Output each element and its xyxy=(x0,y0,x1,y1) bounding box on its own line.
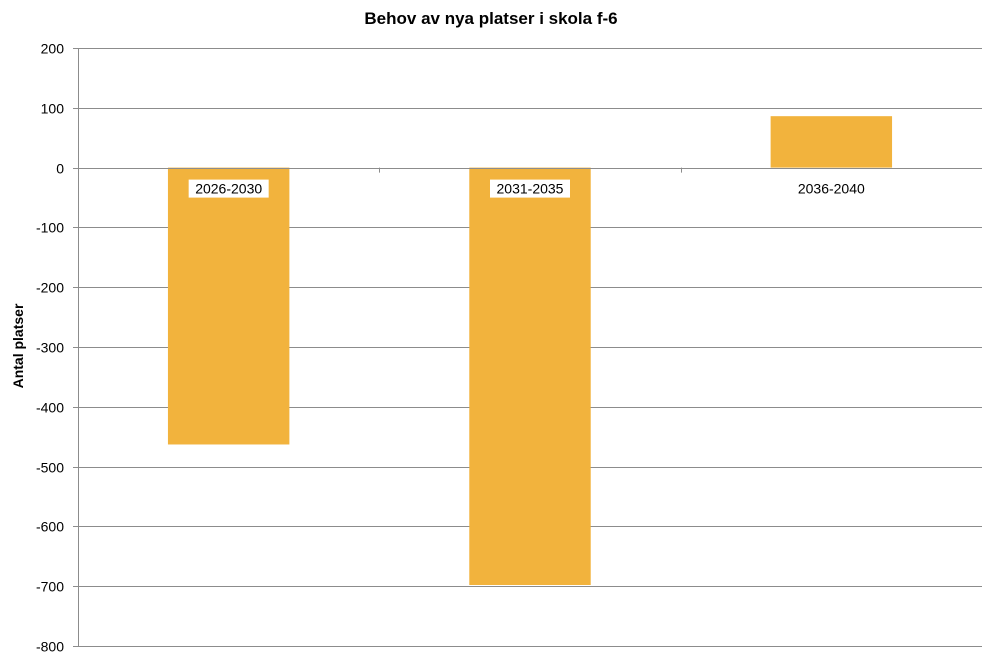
category-label-1: 2031-2035 xyxy=(497,181,564,197)
y-tick-label-1: 100 xyxy=(41,101,65,117)
axes xyxy=(73,48,982,647)
y-tick-label-7: -500 xyxy=(36,460,64,476)
chart-title: Behov av nya platser i skola f-6 xyxy=(364,9,617,28)
y-tick-label-6: -400 xyxy=(36,400,64,416)
y-tick-label-0: 200 xyxy=(41,41,65,57)
y-tick-label-5: -300 xyxy=(36,340,64,356)
y-tick-label-4: -200 xyxy=(36,280,64,296)
y-tick-labels: 200 100 0 -100 -200 -300 -400 -500 -600 -700 -800 xyxy=(36,41,64,653)
y-tick-label-8: -600 xyxy=(36,519,64,535)
bar-2026-2030 xyxy=(167,167,290,445)
bars xyxy=(167,116,893,586)
category-label-bg-2 xyxy=(791,179,872,198)
y-tick-label-9: -700 xyxy=(36,579,64,595)
category-label-bg-0 xyxy=(188,179,269,198)
y-tick-label-2: 0 xyxy=(56,161,64,177)
bar-2031-2035 xyxy=(469,167,591,586)
y-axis-label: Antal platser xyxy=(10,303,26,388)
category-label-2: 2036-2040 xyxy=(798,181,865,197)
category-labels: 2026-2030 2031-2035 2036-2040 xyxy=(188,179,872,198)
y-tick-label-10: -800 xyxy=(36,639,64,653)
category-label-bg-1 xyxy=(490,179,570,198)
category-label-0: 2026-2030 xyxy=(195,181,262,197)
y-tick-label-3: -100 xyxy=(36,220,64,236)
bar-2036-2040 xyxy=(770,116,893,168)
